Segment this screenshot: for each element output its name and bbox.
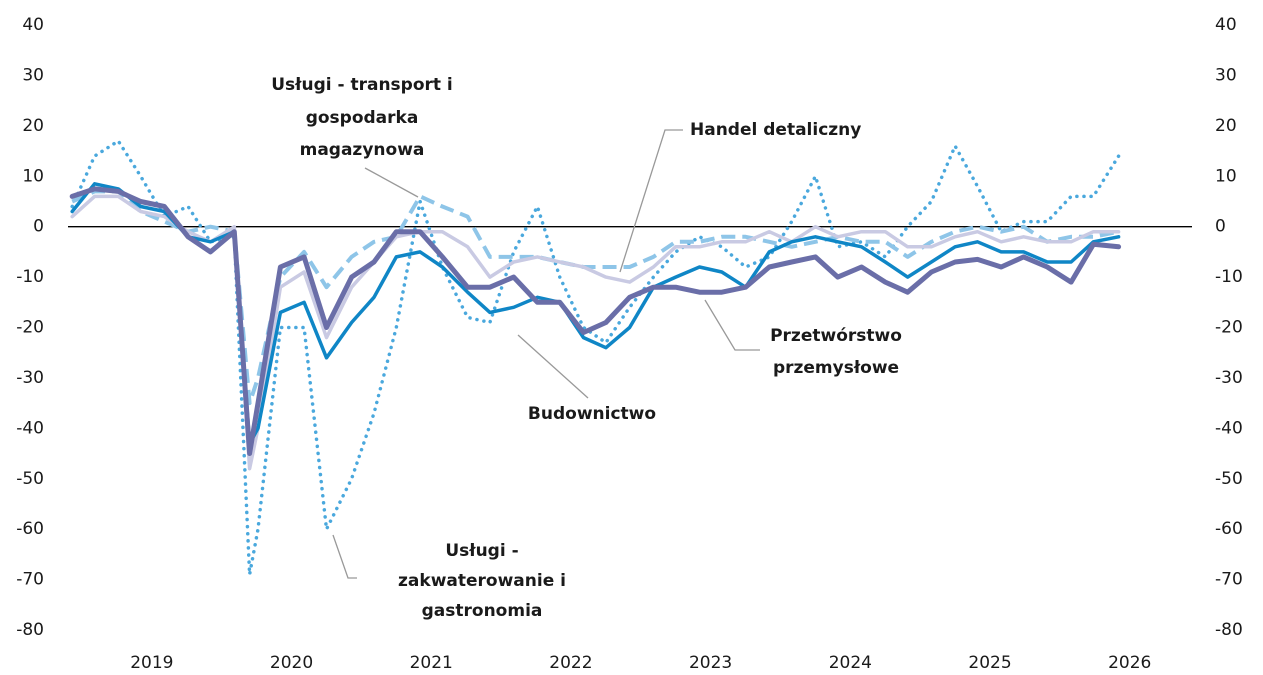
series-line: [69, 186, 1122, 456]
y2-tick-label: -70: [1215, 570, 1243, 590]
y-tick-label: -40: [16, 418, 44, 438]
axes: 403020100-10-20-30-40-50-60-70-804030201…: [16, 15, 1243, 673]
y2-tick-label: -40: [1215, 418, 1243, 438]
y-tick-label: -30: [16, 368, 44, 388]
y2-tick-label: 30: [1215, 65, 1237, 85]
y2-tick-label: -50: [1215, 469, 1243, 489]
x-tick-label: 2025: [968, 653, 1011, 673]
x-tick-label: 2020: [270, 653, 313, 673]
x-tick-label: 2021: [410, 653, 453, 673]
series-label: Budownictwo: [528, 404, 656, 424]
y-tick-label: -20: [16, 318, 44, 338]
y-tick-label: 10: [22, 166, 44, 186]
y-tick-label: 0: [33, 217, 44, 237]
annotations: Usługi - zakwaterowanie i gastronomia Usług…: [271, 75, 902, 621]
y-tick-label: 30: [22, 65, 44, 85]
y-tick-label: -70: [16, 570, 44, 590]
y2-tick-label: -80: [1215, 620, 1243, 640]
y2-tick-label: 40: [1215, 15, 1237, 35]
series-line: [71, 189, 1119, 406]
leader-line: [619, 129, 683, 273]
series-label: Usługi -: [445, 541, 518, 561]
x-tick-label: 2023: [689, 653, 732, 673]
y-tick-label: -10: [16, 267, 44, 287]
series-label: zakwaterowanie i: [398, 571, 566, 591]
plot-area: [69, 139, 1122, 577]
leader-line: [517, 334, 589, 399]
y-tick-label: -80: [16, 620, 44, 640]
y2-tick-label: -30: [1215, 368, 1243, 388]
series-label: gastronomia: [422, 601, 543, 621]
y2-tick-label: -10: [1215, 267, 1243, 287]
y-tick-label: 40: [22, 15, 44, 35]
series-label: gospodarka: [306, 108, 419, 128]
x-tick-label: 2019: [130, 653, 173, 673]
y-tick-label: -50: [16, 469, 44, 489]
y2-tick-label: 10: [1215, 166, 1237, 186]
y-tick-label: -60: [16, 519, 44, 539]
x-tick-label: 2022: [549, 653, 592, 673]
y2-tick-label: -20: [1215, 318, 1243, 338]
series-line: [70, 139, 1121, 577]
series-label: Handel detaliczny: [690, 120, 861, 140]
y2-tick-label: 20: [1215, 116, 1237, 136]
leader-line: [332, 534, 357, 579]
y-tick-label: 20: [22, 116, 44, 136]
series-label: Usługi - transport i: [271, 75, 453, 95]
x-tick-label: 2026: [1108, 653, 1151, 673]
series-label: przemysłowe: [773, 358, 899, 378]
y2-tick-label: -60: [1215, 519, 1243, 539]
series-label: Przetwórstwo: [770, 326, 902, 346]
y2-tick-label: 0: [1215, 217, 1226, 237]
series-label: magazynowa: [300, 140, 425, 160]
leader-line: [704, 299, 760, 351]
x-tick-label: 2024: [829, 653, 872, 673]
leader-line: [364, 167, 419, 198]
